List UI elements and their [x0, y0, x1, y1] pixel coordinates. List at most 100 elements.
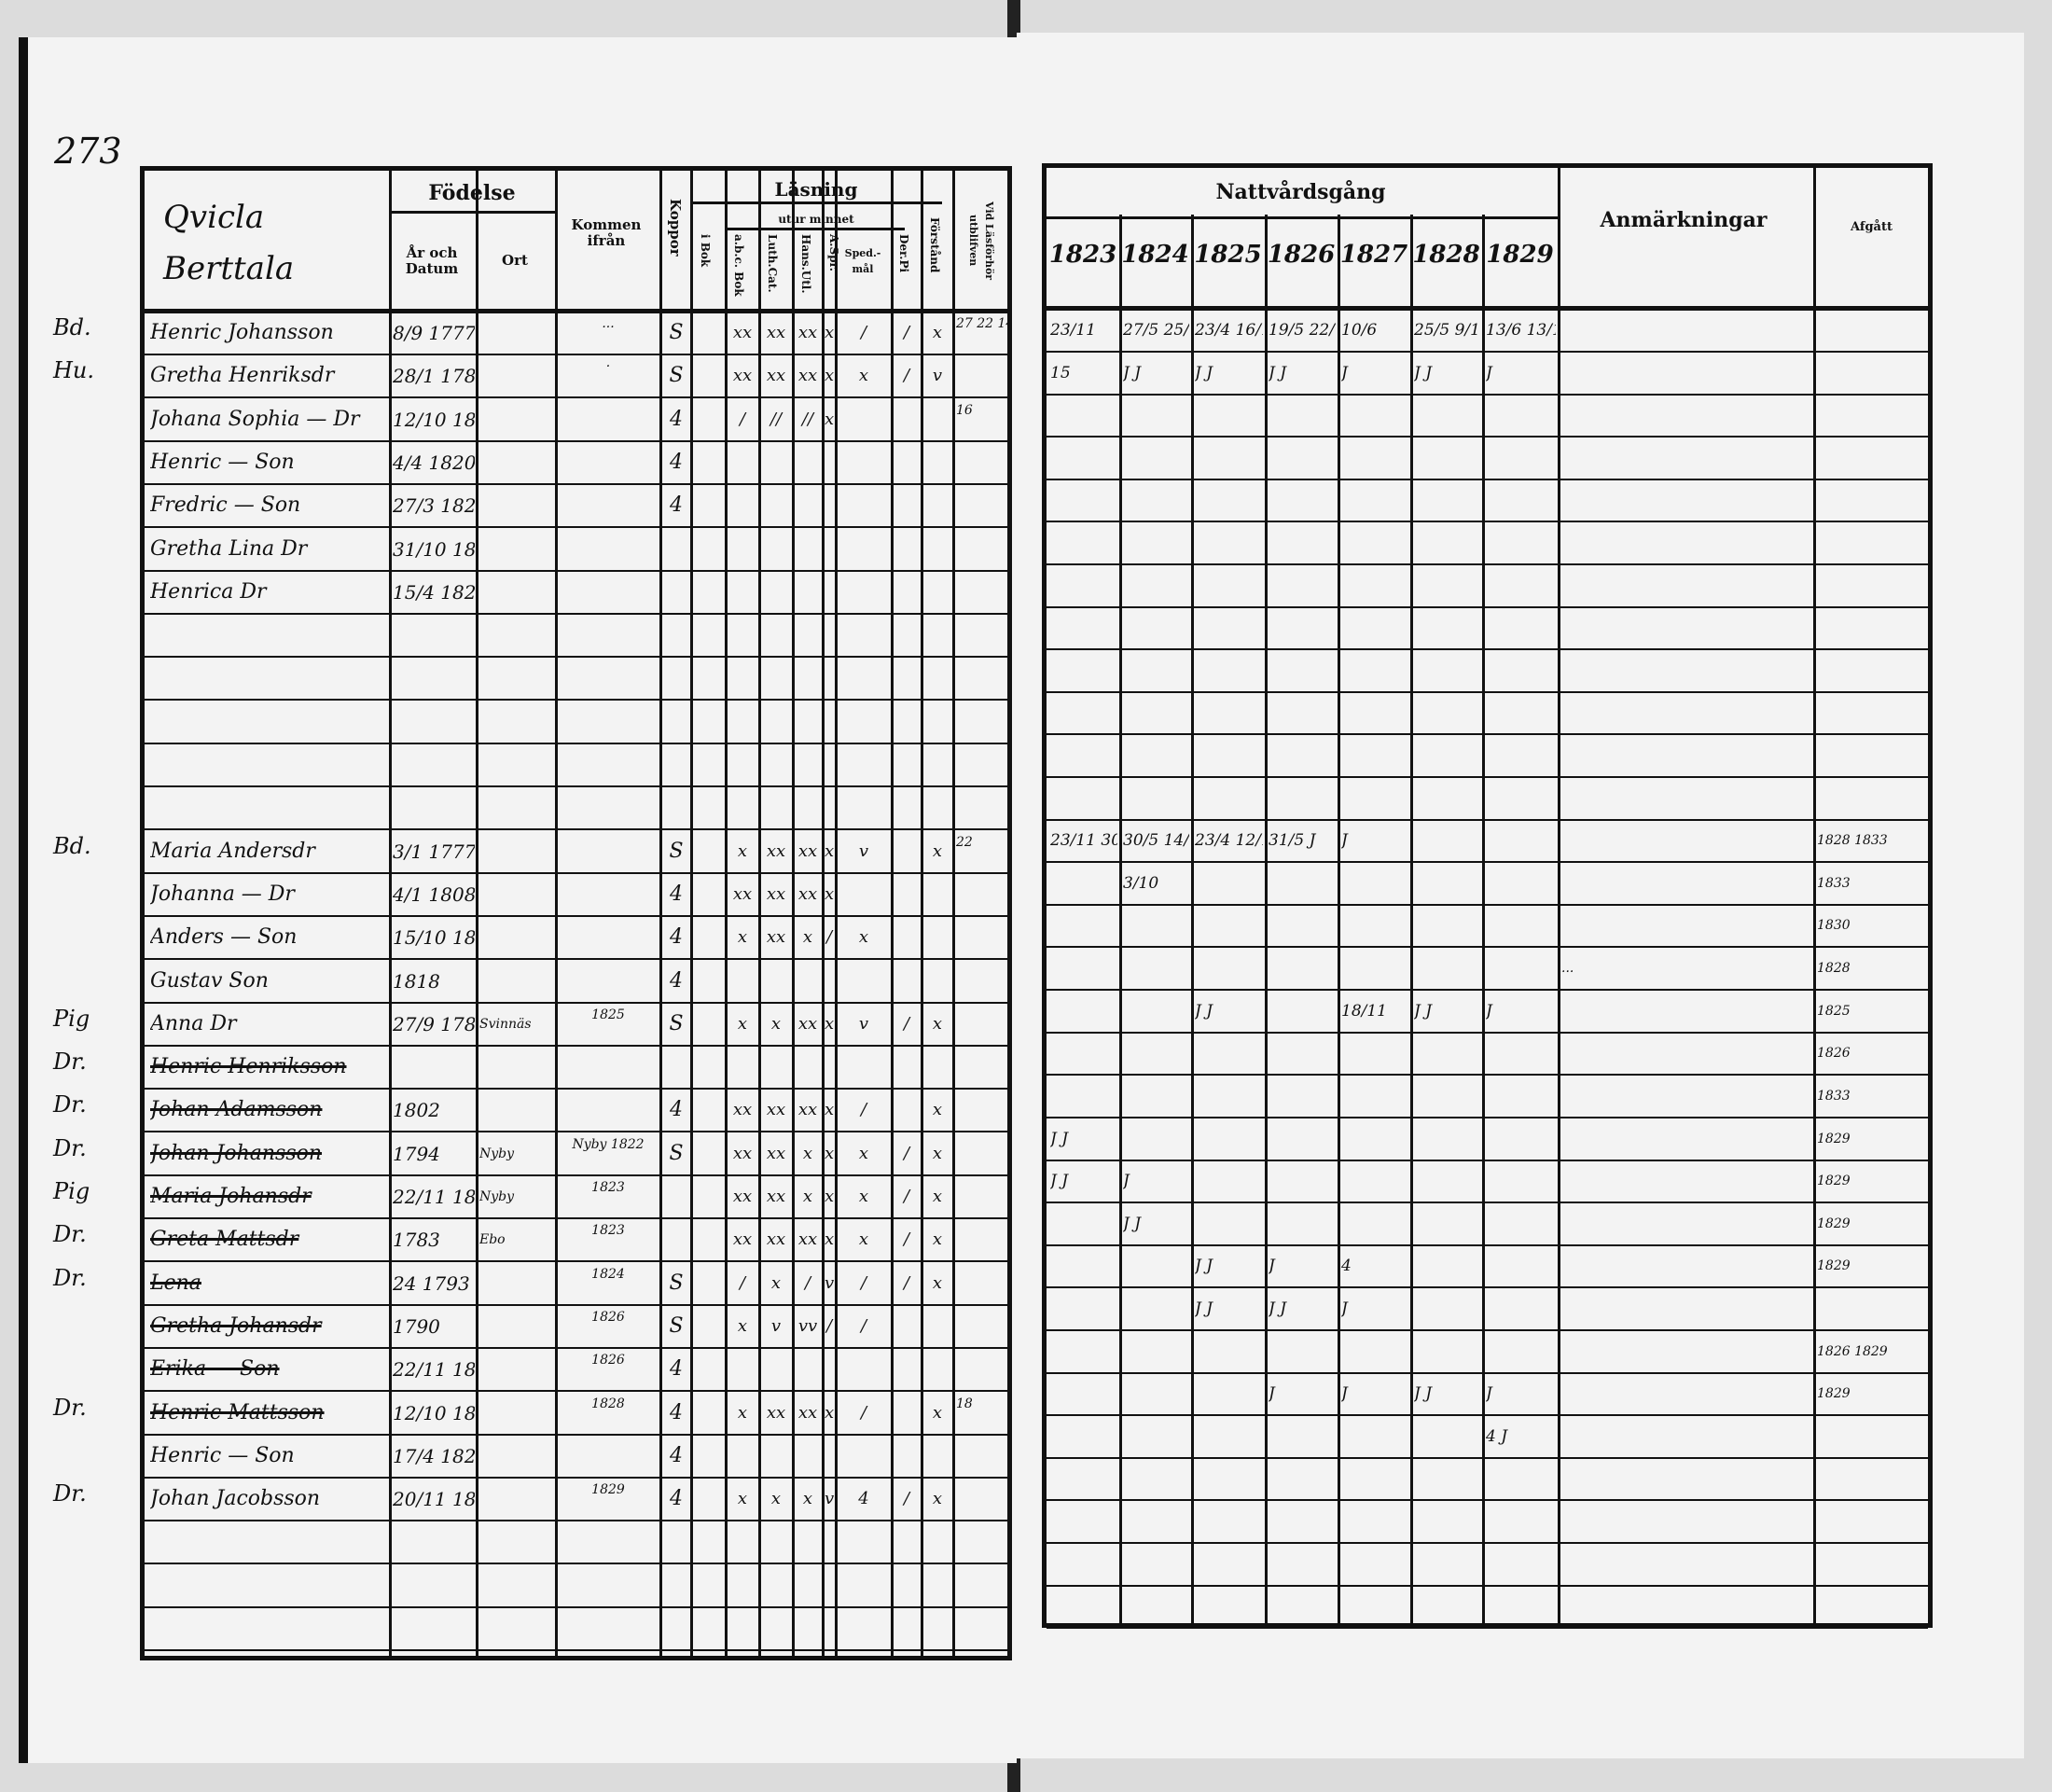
- reading-mark: x: [825, 1229, 834, 1250]
- reading-mark: [894, 835, 920, 868]
- communion-entry: [1414, 1335, 1480, 1368]
- remarks: [1561, 1377, 1809, 1410]
- koppor: S: [669, 839, 684, 863]
- communion-entry: [1269, 441, 1336, 475]
- reading-mark: [923, 1310, 951, 1343]
- birth-date: 1783: [393, 1229, 440, 1252]
- vid-lasforhor: [956, 1310, 1007, 1343]
- departed: [1817, 526, 1929, 560]
- koppor: 4: [670, 450, 683, 474]
- communion-entry: [1123, 441, 1189, 475]
- header-der-pi: Der.Pi: [897, 234, 910, 273]
- departed: 1833: [1817, 875, 1851, 891]
- communion-entry: [1486, 441, 1556, 475]
- communion-entry: [1486, 398, 1556, 432]
- communion-entry: [1123, 526, 1189, 560]
- departed: [1817, 483, 1929, 517]
- communion-entry: [1123, 1122, 1189, 1156]
- reading-mark: [825, 1050, 834, 1084]
- reading-mark: /: [860, 323, 867, 342]
- reading-mark: [795, 576, 821, 609]
- communion-entry: [1050, 952, 1117, 985]
- reading-mark: [825, 533, 834, 566]
- koppor: S: [669, 1011, 684, 1035]
- birth-place: Ebo: [479, 1232, 506, 1248]
- communion-entry: [1123, 398, 1189, 432]
- vid-lasforhor: [956, 359, 1007, 393]
- communion-entry: [1050, 1292, 1117, 1326]
- moved-from: 1826: [591, 1353, 625, 1368]
- moved-from: [559, 576, 658, 609]
- departed: [1817, 1292, 1929, 1326]
- communion-entry: 4 J: [1486, 1426, 1508, 1446]
- reading-mark: x: [825, 323, 834, 342]
- communion-entry: [1195, 1122, 1263, 1156]
- reading-mark: x: [737, 840, 748, 861]
- person-name: Maria Johansdr: [150, 1185, 312, 1208]
- reading-mark: x: [858, 927, 869, 948]
- birth-date: 20/11 1806: [393, 1488, 475, 1511]
- table-row: [1047, 648, 1928, 693]
- table-row: [1047, 605, 1928, 651]
- column-rule: [952, 171, 955, 1656]
- communion-entry: [1195, 441, 1263, 475]
- communion-entry: [1123, 483, 1189, 517]
- birth-date: 15/4 1828: [393, 580, 475, 604]
- table-row: [145, 1563, 1007, 1608]
- column-rule: [1558, 168, 1560, 1623]
- remarks: [1561, 1122, 1809, 1156]
- reading-mark: x: [802, 927, 813, 948]
- remarks: [1561, 994, 1809, 1028]
- table-row: [1047, 733, 1928, 779]
- reading-mark: xx: [797, 1100, 818, 1120]
- reading-mark: [894, 1439, 920, 1473]
- departed: 1825: [1817, 1003, 1851, 1019]
- koppor: S: [669, 1271, 684, 1295]
- communion-entry: J: [1486, 363, 1492, 382]
- person-name: Lena: [150, 1271, 201, 1295]
- reading-mark: [894, 921, 920, 954]
- table-row: [145, 700, 1007, 744]
- header-year-1827: 1827: [1339, 241, 1408, 269]
- person-name: Johanna — Dr: [150, 882, 295, 906]
- moved-from: [559, 878, 658, 911]
- birth-date: 15/10 1810: [393, 926, 475, 950]
- communion-entry: [1341, 569, 1408, 603]
- communion-entry: [1123, 1335, 1189, 1368]
- communion-entry: [1195, 1420, 1263, 1453]
- remarks: [1561, 569, 1809, 603]
- communion-entry: J: [1341, 1299, 1348, 1318]
- communion-entry: 30/5 14/12: [1123, 831, 1189, 851]
- person-name: Fredric — Son: [150, 493, 301, 518]
- reading-mark: [728, 1050, 757, 1084]
- communion-entry: [1050, 867, 1117, 900]
- person-name: Henric — Son: [150, 450, 295, 474]
- communion-entry: [1486, 824, 1556, 857]
- birth-place: [479, 576, 554, 609]
- birth-date: 8/9 1777: [393, 322, 475, 344]
- reading-mark: xx: [732, 366, 753, 386]
- moved-from: 1826: [591, 1309, 625, 1325]
- communion-entry: J J: [1269, 1299, 1287, 1318]
- communion-entry: [1486, 867, 1556, 900]
- reading-mark: x: [737, 1402, 748, 1423]
- person-name: Anna Dr: [150, 1011, 237, 1035]
- communion-entry: [1269, 1420, 1336, 1453]
- reading-mark: xx: [825, 1143, 834, 1163]
- table-row: 15 J J J J J J J J J J: [1047, 351, 1928, 396]
- communion-entry: [1123, 1249, 1189, 1283]
- moved-from: [559, 403, 658, 437]
- birth-date: 4/4 1820: [393, 451, 475, 474]
- header-bok1: i Bok: [699, 234, 712, 268]
- reading-mark: [923, 1439, 951, 1473]
- moved-from: 1823: [591, 1223, 625, 1239]
- communion-entry: [1414, 441, 1480, 475]
- vid-lasforhor: [956, 1137, 1007, 1171]
- communion-entry: [1341, 526, 1408, 560]
- birth-date: 22/11 1803: [393, 1186, 475, 1208]
- reading-mark: /: [825, 927, 833, 948]
- remarks: [1561, 1292, 1809, 1326]
